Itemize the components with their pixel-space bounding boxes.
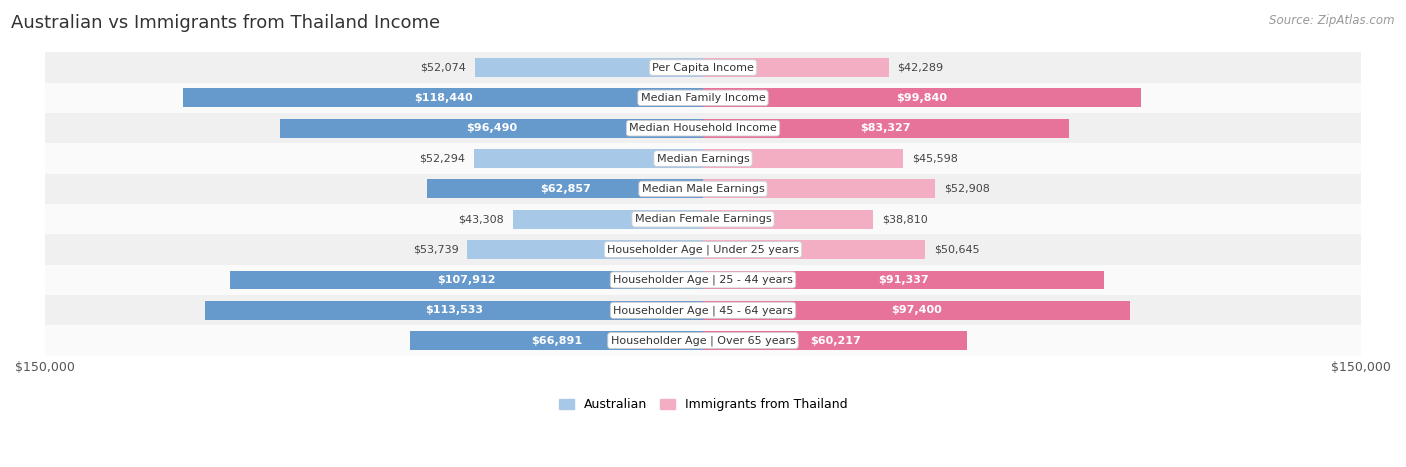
Bar	[703, 149, 903, 168]
Text: $38,810: $38,810	[882, 214, 928, 224]
Text: $107,912: $107,912	[437, 275, 495, 285]
Bar	[703, 301, 1130, 320]
Text: Median Household Income: Median Household Income	[628, 123, 778, 133]
Text: Householder Age | Over 65 years: Householder Age | Over 65 years	[610, 335, 796, 346]
Text: $62,857: $62,857	[540, 184, 591, 194]
Text: $52,294: $52,294	[419, 154, 465, 163]
Bar	[703, 179, 935, 198]
Text: Source: ZipAtlas.com: Source: ZipAtlas.com	[1270, 14, 1395, 27]
Text: $113,533: $113,533	[425, 305, 482, 315]
Text: Median Female Earnings: Median Female Earnings	[634, 214, 772, 224]
Text: Householder Age | 25 - 44 years: Householder Age | 25 - 44 years	[613, 275, 793, 285]
Bar	[280, 119, 703, 138]
Bar	[45, 83, 1361, 113]
Bar	[45, 325, 1361, 356]
Text: $99,840: $99,840	[897, 93, 948, 103]
Text: $83,327: $83,327	[860, 123, 911, 133]
Text: $118,440: $118,440	[413, 93, 472, 103]
Text: $52,074: $52,074	[420, 63, 465, 72]
Text: $66,891: $66,891	[530, 336, 582, 346]
Text: $96,490: $96,490	[465, 123, 517, 133]
Bar	[703, 88, 1142, 107]
Text: Median Male Earnings: Median Male Earnings	[641, 184, 765, 194]
Bar	[513, 210, 703, 229]
Text: $91,337: $91,337	[877, 275, 929, 285]
Bar	[45, 143, 1361, 174]
Text: Householder Age | Under 25 years: Householder Age | Under 25 years	[607, 244, 799, 255]
Text: $45,598: $45,598	[912, 154, 957, 163]
Bar	[205, 301, 703, 320]
Bar	[229, 270, 703, 290]
Bar	[703, 210, 873, 229]
Bar	[427, 179, 703, 198]
Text: Median Family Income: Median Family Income	[641, 93, 765, 103]
Bar	[45, 204, 1361, 234]
Legend: Australian, Immigrants from Thailand: Australian, Immigrants from Thailand	[554, 393, 852, 416]
Text: $42,289: $42,289	[897, 63, 943, 72]
Text: Median Earnings: Median Earnings	[657, 154, 749, 163]
Bar	[45, 174, 1361, 204]
Bar	[409, 331, 703, 350]
Text: $60,217: $60,217	[810, 336, 860, 346]
Bar	[45, 234, 1361, 265]
Bar	[703, 119, 1069, 138]
Text: $97,400: $97,400	[891, 305, 942, 315]
Bar	[183, 88, 703, 107]
Bar	[475, 58, 703, 77]
Text: $52,908: $52,908	[943, 184, 990, 194]
Bar	[45, 265, 1361, 295]
Bar	[703, 270, 1104, 290]
Bar	[45, 52, 1361, 83]
Text: $43,308: $43,308	[458, 214, 505, 224]
Text: $53,739: $53,739	[413, 245, 458, 255]
Bar	[45, 113, 1361, 143]
Bar	[474, 149, 703, 168]
Bar	[467, 240, 703, 259]
Text: Per Capita Income: Per Capita Income	[652, 63, 754, 72]
Text: Australian vs Immigrants from Thailand Income: Australian vs Immigrants from Thailand I…	[11, 14, 440, 32]
Bar	[45, 295, 1361, 325]
Bar	[703, 58, 889, 77]
Bar	[703, 240, 925, 259]
Bar	[703, 331, 967, 350]
Text: $50,645: $50,645	[934, 245, 980, 255]
Text: Householder Age | 45 - 64 years: Householder Age | 45 - 64 years	[613, 305, 793, 316]
